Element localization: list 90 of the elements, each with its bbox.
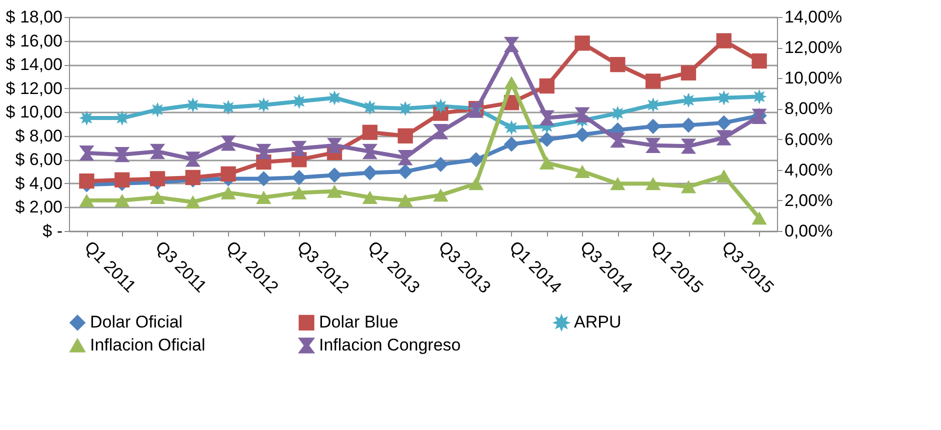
point: [79, 145, 94, 161]
point: [185, 195, 200, 209]
y-tick-label: $ 18,00: [6, 8, 62, 26]
y-tick-label: $ 8,00: [15, 126, 62, 146]
point: [114, 110, 130, 126]
legend-label: Dolar Blue: [319, 312, 398, 332]
point: [716, 115, 732, 130]
point: [220, 166, 236, 182]
point: [114, 194, 130, 207]
point: [716, 130, 732, 146]
point: [292, 140, 307, 156]
point: [468, 152, 484, 168]
y-tick-label: $ 12,00: [6, 78, 62, 98]
point: [468, 177, 484, 190]
y2-tick-label: 6,00%: [784, 130, 833, 149]
legend-label: ARPU: [574, 312, 622, 332]
point: [150, 144, 166, 160]
point: [362, 124, 378, 140]
legend-label: Inflacion Oficial: [90, 336, 206, 354]
point: [752, 53, 767, 69]
point: [433, 156, 448, 172]
point: [574, 127, 590, 142]
point: [362, 100, 378, 115]
point: [362, 190, 378, 204]
point: [398, 128, 413, 144]
point: [185, 152, 200, 167]
point: [716, 33, 732, 48]
point: [504, 76, 520, 90]
y-tick-label: $ 4,00: [15, 174, 62, 193]
point: [504, 36, 520, 52]
point: [433, 188, 448, 202]
point: [716, 169, 732, 183]
point: [504, 136, 520, 152]
point: [362, 144, 378, 160]
point: [398, 100, 413, 116]
point: [220, 186, 236, 200]
point: [646, 118, 661, 134]
point: [326, 138, 342, 153]
y2-tick-label: 4,00%: [784, 160, 833, 180]
point: [326, 184, 342, 198]
point: [292, 186, 307, 200]
y-tick-label: $ 16,00: [6, 31, 62, 50]
point: [610, 106, 626, 121]
y2-tick-label: 2,00%: [784, 190, 833, 210]
point: [256, 144, 272, 160]
point: [292, 170, 307, 186]
point: [574, 107, 590, 122]
point: [574, 36, 590, 51]
point: [398, 194, 413, 207]
point: [680, 65, 696, 80]
point: [680, 180, 696, 194]
y2-tick-label: 8,00%: [784, 99, 833, 118]
point: [646, 138, 661, 153]
point: [150, 190, 166, 204]
point: [433, 98, 448, 114]
point: [79, 194, 94, 207]
point: [539, 110, 554, 126]
point: [114, 146, 130, 162]
point: [220, 136, 236, 151]
y2-tick-label: 14,00%: [784, 8, 842, 26]
y-tick-label: $ 6,00: [15, 150, 62, 170]
y-tick-label: $ -: [42, 222, 62, 240]
y2-tick-label: 0,00%: [784, 222, 833, 240]
point: [646, 74, 661, 89]
y-tick-label: $ 2,00: [15, 198, 62, 217]
y2-tick-label: 10,00%: [784, 68, 842, 88]
point: [610, 56, 626, 72]
point: [433, 124, 448, 140]
point: [680, 138, 696, 154]
point: [256, 171, 272, 186]
point: [362, 165, 378, 180]
point: [610, 177, 626, 190]
point: [646, 177, 661, 190]
point: [398, 150, 413, 166]
point: [326, 168, 342, 183]
point: [610, 132, 626, 148]
point: [539, 78, 554, 94]
point: [680, 118, 696, 133]
point: [185, 170, 200, 186]
y-tick-label: $ 14,00: [6, 55, 62, 74]
point: [539, 132, 554, 148]
point: [574, 164, 590, 178]
point: [398, 164, 413, 180]
legend-label: Inflacion Congreso: [319, 336, 461, 354]
point: [752, 211, 767, 225]
y-tick-label: $ 10,00: [6, 102, 62, 122]
point: [256, 190, 272, 204]
y2-tick-label: 12,00%: [784, 38, 842, 58]
point: [539, 156, 554, 170]
legend-label: Dolar Oficial: [90, 312, 183, 332]
